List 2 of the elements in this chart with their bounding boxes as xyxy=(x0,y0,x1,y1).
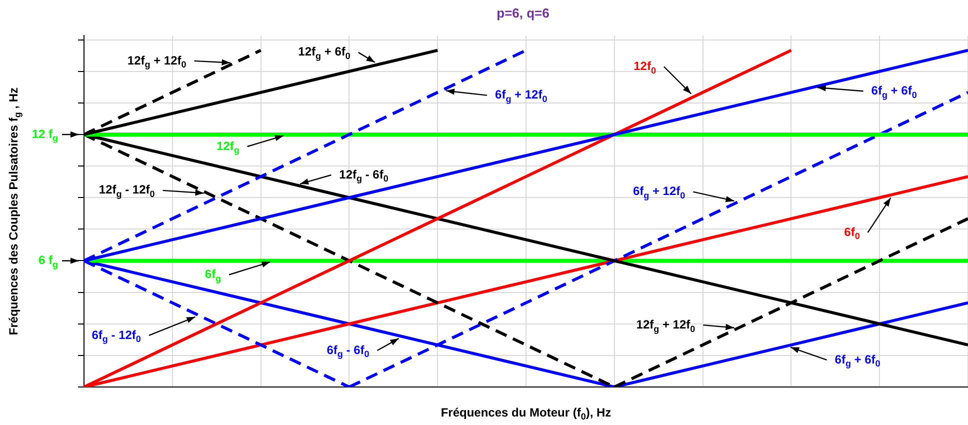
y-axis-title: Fréquences des Couples Pulsatoires fg , Hz xyxy=(6,88,23,336)
chart-title: p=6, q=6 xyxy=(496,5,550,20)
